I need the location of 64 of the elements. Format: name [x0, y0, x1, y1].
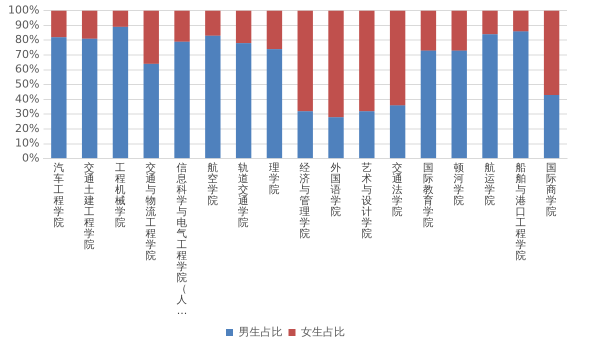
- y-tick-label: 80%: [14, 33, 40, 46]
- y-tick-label: 40%: [14, 92, 40, 106]
- x-tick-label: 轨道交通学院: [238, 162, 250, 230]
- bar: [482, 10, 498, 34]
- y-tick-label: 100%: [8, 3, 40, 16]
- category-label: 信息科学与电气工程学院（人…: [176, 162, 188, 318]
- bar: [144, 64, 159, 158]
- bar: [359, 111, 375, 158]
- x-tick-label: 交通土建工程学院: [83, 160, 96, 252]
- legend-label: 女生占比: [301, 325, 345, 338]
- bar: [174, 42, 190, 158]
- x-tick-label: 艺术与设计学院: [361, 160, 372, 240]
- bar: [51, 10, 67, 38]
- y-tick-label: 30%: [14, 107, 40, 120]
- x-tick-label: 航运学院: [484, 160, 496, 207]
- bar: [205, 10, 221, 36]
- category-label: 交通与物流工程学院: [146, 162, 157, 262]
- bar: [236, 10, 252, 44]
- bar: [298, 10, 313, 112]
- x-tick-label: 汽车工程学院: [53, 162, 64, 230]
- y-tick-label: 10%: [14, 136, 40, 150]
- x-tick-label: 理学院: [268, 162, 280, 196]
- bar: [51, 37, 67, 158]
- x-tick-label: 国际教育学院: [422, 162, 434, 230]
- bar: [328, 10, 344, 118]
- bar: [144, 10, 159, 64]
- bar: [266, 10, 282, 50]
- y-tick-label: 0%: [22, 152, 40, 165]
- y-tick-label: 70%: [14, 48, 40, 61]
- category-label: 船舶与港口工程学院: [515, 162, 526, 262]
- bar: [205, 36, 221, 158]
- bar: [513, 31, 529, 158]
- x-tick-label: 经济与管理学院: [300, 162, 311, 240]
- bar: [544, 10, 560, 95]
- bar: [390, 105, 406, 158]
- bar: [544, 94, 560, 158]
- y-tick-label: 50%: [14, 77, 40, 90]
- x-tick-label: 工程机械学院: [114, 162, 126, 230]
- bar: [513, 10, 529, 32]
- y-tick-label: 90%: [14, 18, 40, 32]
- bar: [420, 10, 436, 51]
- legend-label: 男生占比: [238, 325, 282, 338]
- bar: [420, 50, 436, 158]
- bar: [82, 38, 98, 158]
- bar: [266, 49, 282, 158]
- bar: [359, 10, 375, 112]
- x-tick-label: 航空学院: [207, 160, 218, 207]
- x-tick-label: 交通法学院: [392, 160, 404, 218]
- bar: [298, 111, 313, 158]
- bar: [452, 10, 467, 51]
- bar: [482, 34, 498, 158]
- bar: [82, 10, 98, 39]
- y-tick-label: 20%: [14, 122, 40, 135]
- bar: [236, 43, 252, 158]
- x-tick-label: 顿河学院: [454, 162, 465, 207]
- bar: [112, 10, 128, 27]
- bar: [328, 117, 344, 158]
- bar: [112, 26, 128, 158]
- y-tick-label: 60%: [14, 62, 40, 76]
- bar: [452, 50, 467, 158]
- bar: [174, 10, 190, 42]
- bar: [390, 10, 406, 106]
- x-tick-label: 外国语学院: [330, 162, 342, 218]
- x-tick-label: 国际商学院: [546, 162, 558, 218]
